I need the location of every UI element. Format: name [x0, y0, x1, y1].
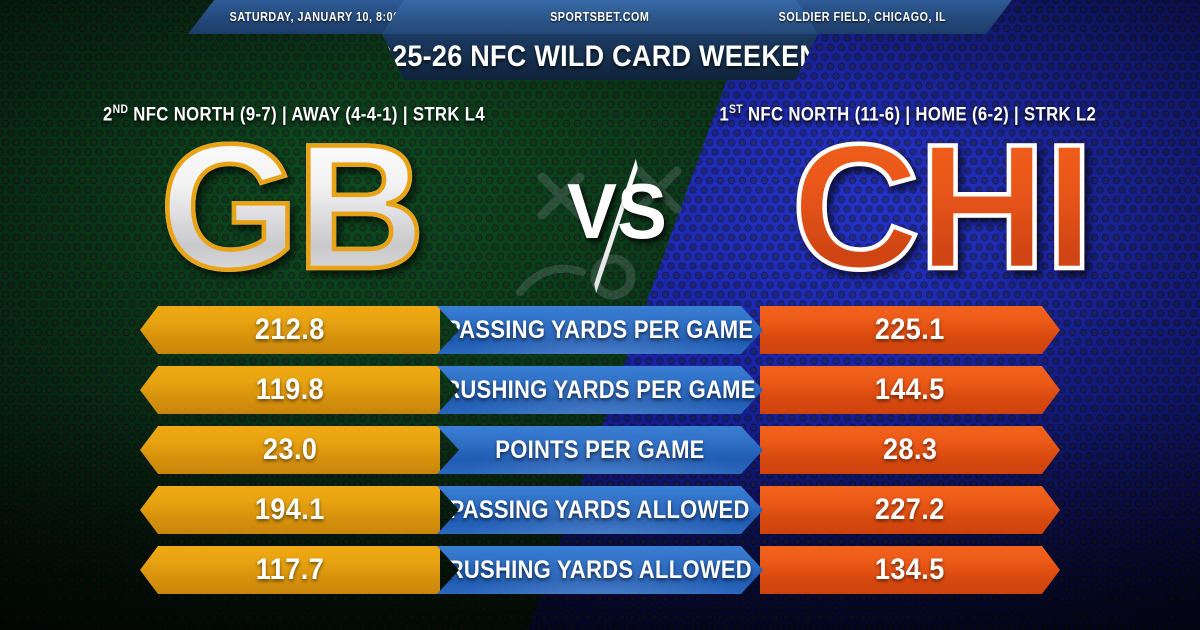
stat-label: POINTS PER GAME [495, 435, 705, 464]
home-stat-value: 134.5 [875, 553, 945, 586]
stat-label: RUSHING YARDS ALLOWED [447, 555, 753, 584]
away-stat-value: 117.7 [255, 553, 325, 586]
home-stat-bar: 28.3 [760, 426, 1060, 474]
away-stat-bar: 23.0 [140, 426, 440, 474]
home-team-record-line: 1ST NFC NORTH (11-6) | HOME (6-2) | STRK… [719, 103, 1096, 126]
away-seed-suffix: ND [112, 103, 129, 116]
home-stat-bar: 134.5 [760, 546, 1060, 594]
stat-label-bar: PASSING YARDS PER GAME [437, 306, 763, 354]
home-stat-bar: 225.1 [760, 306, 1060, 354]
home-stat-value: 225.1 [875, 313, 945, 346]
home-team-abbreviation: CHI [789, 107, 1096, 306]
brand-text: SPORTSBET.COM [550, 10, 650, 24]
versus-badge: VS [562, 172, 672, 268]
home-stat-bar: 144.5 [760, 366, 1060, 414]
stat-row: 194.1 PASSING YARDS ALLOWED 227.2 [0, 486, 1200, 534]
stat-label-bar: RUSHING YARDS ALLOWED [437, 546, 763, 594]
versus-label: VS [567, 167, 667, 255]
stat-label-bar: POINTS PER GAME [437, 426, 763, 474]
home-stat-bar: 227.2 [760, 486, 1060, 534]
away-team-abbreviation: GB [158, 107, 428, 306]
home-record-rest: NFC NORTH (11-6) | HOME (6-2) | STRK L2 [742, 104, 1096, 126]
away-stat-bar: 212.8 [140, 306, 440, 354]
stat-label-bar: RUSHING YARDS PER GAME [437, 366, 763, 414]
away-stat-bar: 194.1 [140, 486, 440, 534]
home-stat-value: 28.3 [882, 433, 938, 466]
page-title: 2025-26 NFC WILD CARD WEEKEND [361, 40, 839, 73]
home-seed-suffix: ST [728, 103, 743, 116]
home-stat-value: 144.5 [875, 373, 945, 406]
venue: SOLDIER FIELD, CHICAGO, IL [712, 0, 1012, 34]
away-stat-value: 194.1 [255, 493, 325, 526]
venue-text: SOLDIER FIELD, CHICAGO, IL [778, 10, 946, 24]
stat-label-bar: PASSING YARDS ALLOWED [437, 486, 763, 534]
stat-label: RUSHING YARDS PER GAME [444, 375, 756, 404]
away-seed: 2 [103, 104, 113, 126]
away-stat-bar: 119.8 [140, 366, 440, 414]
stat-label: PASSING YARDS PER GAME [446, 315, 754, 344]
away-stat-value: 119.8 [255, 373, 325, 406]
title-band: 2025-26 NFC WILD CARD WEEKEND [382, 34, 818, 80]
stat-comparison-list: 212.8 PASSING YARDS PER GAME 225.1 119.8… [0, 306, 1200, 606]
stat-row: 212.8 PASSING YARDS PER GAME 225.1 [0, 306, 1200, 354]
away-team-record-line: 2ND NFC NORTH (9-7) | AWAY (4-4-1) | STR… [103, 103, 485, 126]
stat-row: 117.7 RUSHING YARDS ALLOWED 134.5 [0, 546, 1200, 594]
stat-label: PASSING YARDS ALLOWED [449, 495, 751, 524]
stat-row: 23.0 POINTS PER GAME 28.3 [0, 426, 1200, 474]
away-record-rest: NFC NORTH (9-7) | AWAY (4-4-1) | STRK L4 [128, 104, 486, 126]
home-stat-value: 227.2 [875, 493, 945, 526]
home-seed: 1 [719, 104, 729, 126]
brand-strip: SPORTSBET.COM [382, 0, 818, 34]
away-stat-value: 23.0 [262, 433, 318, 466]
header: SATURDAY, JANUARY 10, 8:00 PM EST SPORTS… [0, 0, 1200, 82]
stat-row: 119.8 RUSHING YARDS PER GAME 144.5 [0, 366, 1200, 414]
away-stat-value: 212.8 [255, 313, 325, 346]
away-stat-bar: 117.7 [140, 546, 440, 594]
